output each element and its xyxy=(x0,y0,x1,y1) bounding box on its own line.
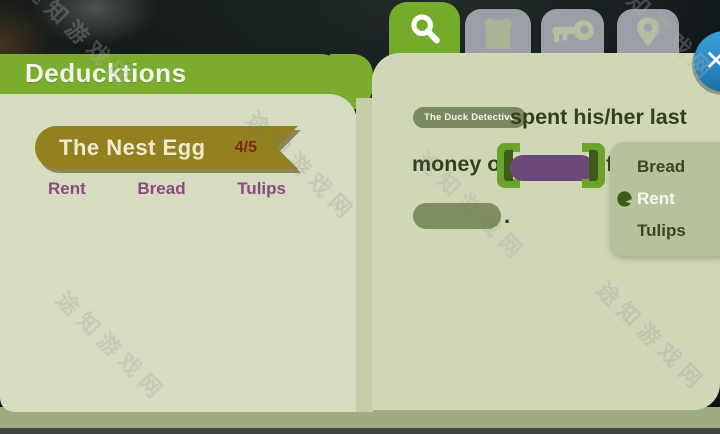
duck-cursor-icon xyxy=(616,190,634,208)
dropdown-option-tulips[interactable]: Tulips xyxy=(610,215,720,247)
bear-icon xyxy=(477,12,519,52)
case-banner-body: The Nest Egg 4/5 xyxy=(35,126,261,169)
case-banner[interactable]: The Nest Egg 4/5 xyxy=(35,126,298,169)
tab-locations[interactable] xyxy=(617,9,679,55)
tab-evidence[interactable] xyxy=(541,9,604,55)
bottom-bar xyxy=(0,428,720,434)
dropdown-option-bread[interactable]: Bread xyxy=(610,151,720,183)
sentence-part-3: f xyxy=(606,152,613,177)
clue-word-list: Rent Bread Tulips xyxy=(48,179,286,199)
map-pin-icon xyxy=(631,13,665,51)
fill-blank-selected[interactable] xyxy=(510,155,594,181)
tab-suspects[interactable] xyxy=(465,9,531,55)
tab-deductions[interactable] xyxy=(389,2,460,56)
clue-word[interactable]: Tulips xyxy=(237,179,286,198)
search-icon xyxy=(406,10,444,48)
sentence-part-2: money on xyxy=(412,152,514,176)
clue-word[interactable]: Rent xyxy=(48,179,86,198)
sentence-part-1: spent his/her last xyxy=(510,105,687,129)
clue-word[interactable]: Bread xyxy=(137,179,186,198)
selection-bracket-left xyxy=(497,143,520,188)
page-divider xyxy=(356,98,373,412)
case-name: The Nest Egg xyxy=(59,134,206,160)
selection-bracket-right xyxy=(582,143,605,188)
sentence-period: . xyxy=(504,203,511,228)
key-icon xyxy=(550,18,596,46)
dropdown-option-label: Tulips xyxy=(637,221,686,240)
dropdown-option-label: Rent xyxy=(637,189,675,208)
page-title: Deducktions xyxy=(25,58,187,88)
case-progress: 4/5 xyxy=(234,138,257,156)
subject-badge: The Duck Detective xyxy=(413,107,527,128)
fill-blank-empty[interactable] xyxy=(413,203,501,229)
close-icon: ✕ xyxy=(704,45,720,76)
word-dropdown: Bread Rent Tulips xyxy=(610,142,720,256)
book-underside xyxy=(0,407,720,430)
dropdown-option-label: Bread xyxy=(637,157,686,176)
dropdown-option-rent[interactable]: Rent xyxy=(610,183,720,215)
case-banner-ribbon-tail xyxy=(261,126,298,169)
